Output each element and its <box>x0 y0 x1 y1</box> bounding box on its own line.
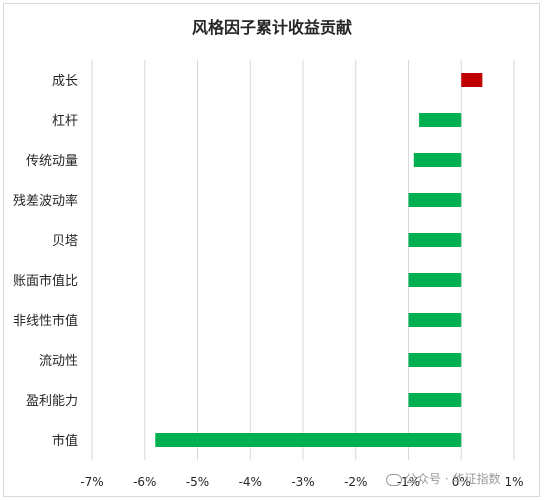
category-label: 非线性市值 <box>13 313 78 329</box>
x-tick-label: -1% <box>397 475 420 489</box>
bars <box>155 73 483 447</box>
category-label: 账面市值比 <box>13 273 78 289</box>
watermark: 公众号 · 华证指数 <box>386 470 500 487</box>
x-tick-labels: -7% -6% -5% -4% -3% -2% -1% 0% 1% <box>80 475 523 489</box>
bar <box>461 73 483 87</box>
bar <box>408 313 462 327</box>
category-label: 盈利能力 <box>26 394 78 409</box>
x-tick-label: -2% <box>344 475 367 489</box>
watermark-text: 公众号 · 华证指数 <box>405 472 501 486</box>
x-tick-label: 0% <box>452 475 471 489</box>
chart-frame <box>3 3 540 497</box>
wechat-icon <box>386 473 402 486</box>
bar <box>408 273 462 287</box>
category-label: 成长 <box>52 74 78 89</box>
x-tick-label: -4% <box>239 475 262 489</box>
x-tick-label: -6% <box>133 475 156 489</box>
bar <box>408 353 462 367</box>
category-label: 残差波动率 <box>13 193 78 209</box>
bar <box>419 113 462 127</box>
category-label: 杠杆 <box>52 113 78 129</box>
x-tick-label: 1% <box>504 475 523 489</box>
category-label: 贝塔 <box>52 234 78 249</box>
bar <box>408 193 462 207</box>
bar <box>408 233 462 247</box>
chart-title: 风格因子累计收益贡献 <box>191 18 352 37</box>
category-label: 传统动量 <box>26 154 78 169</box>
bar <box>413 153 462 167</box>
bar <box>408 393 462 407</box>
x-tick-label: -5% <box>186 475 209 489</box>
category-label: 市值 <box>52 433 78 449</box>
bar <box>155 433 462 447</box>
x-tick-label: -3% <box>291 475 314 489</box>
x-tick-label: -7% <box>80 475 103 489</box>
category-label: 流动性 <box>39 354 78 369</box>
